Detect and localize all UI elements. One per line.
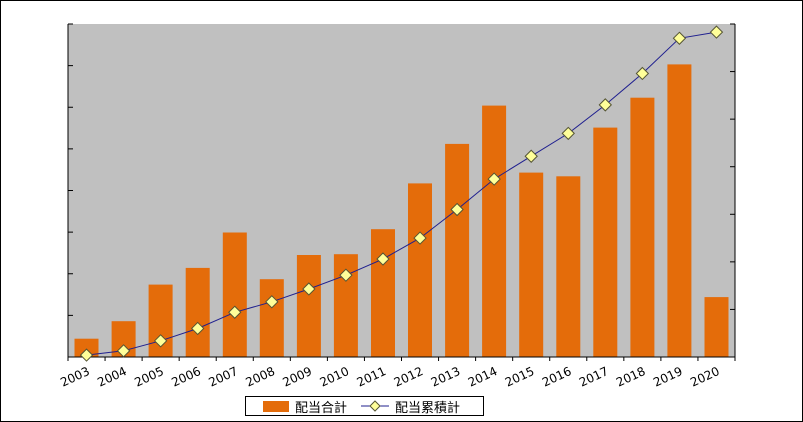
- marker-2009: [302, 282, 316, 296]
- bar-2020: [704, 297, 729, 357]
- x-tick-labels: 2003 2004 2005 2006 2007 2008 2009 2010 2011 2012…: [58, 364, 722, 390]
- marker-2007: [228, 305, 242, 319]
- legend-label-line: 配当累積計: [395, 400, 461, 416]
- bar-2018: [630, 97, 655, 357]
- x-tick-label-2013: 2013: [429, 364, 463, 390]
- x-tick-label-2011: 2011: [355, 364, 389, 390]
- bar-2019: [667, 64, 692, 358]
- marker-2018: [635, 66, 650, 81]
- bar-2009: [296, 255, 321, 357]
- x-tick-label-2005: 2005: [132, 364, 166, 390]
- bar-2006: [185, 267, 210, 357]
- marker-2017: [598, 98, 613, 112]
- x-tick-label-2004: 2004: [95, 364, 129, 390]
- x-tick-label-2008: 2008: [243, 364, 277, 390]
- marker-2006: [190, 321, 205, 336]
- x-tick-label-2016: 2016: [540, 364, 574, 390]
- cumulative-line: [86, 31, 717, 356]
- x-tick-label-2006: 2006: [169, 364, 203, 390]
- bar-series: [74, 64, 729, 358]
- x-tick-label-2009: 2009: [281, 364, 315, 390]
- bar-2016: [556, 176, 581, 357]
- x-tick-label-2010: 2010: [318, 364, 352, 390]
- x-tick-label-2018: 2018: [614, 364, 648, 390]
- line-series: [79, 25, 724, 362]
- marker-2011: [376, 252, 390, 266]
- bar-2013: [445, 143, 470, 357]
- x-tick-label-2007: 2007: [206, 364, 240, 390]
- bar-2011: [371, 229, 395, 357]
- marker-2008: [265, 295, 279, 309]
- x-tick-label-2012: 2012: [392, 364, 426, 390]
- legend-label-bar: 配当合計: [295, 400, 348, 416]
- marker-2004: [116, 344, 131, 358]
- bar-2008: [259, 279, 284, 357]
- x-tick-label-2015: 2015: [503, 364, 537, 390]
- x-tick-label-2020: 2020: [688, 364, 722, 390]
- marker-2005: [153, 334, 168, 348]
- legend: 配当合計 配当累積計: [245, 396, 484, 416]
- marker-2016: [561, 126, 575, 141]
- bar-2015: [519, 172, 544, 357]
- legend-item-bar: 配当合計: [263, 397, 347, 416]
- plot-area: [68, 24, 735, 357]
- bar-2007: [222, 232, 247, 357]
- x-tick-label-2003: 2003: [58, 364, 92, 390]
- marker-2010: [339, 268, 353, 282]
- marker-2013: [450, 202, 464, 217]
- marker-2019: [672, 31, 687, 45]
- axes: [67, 23, 736, 361]
- marker-2014: [487, 172, 501, 186]
- bar-2012: [408, 183, 432, 357]
- marker-2020: [709, 25, 724, 39]
- x-tick-label-2014: 2014: [466, 364, 500, 390]
- bar-2003: [74, 338, 99, 357]
- legend-item-line: 配当累積計: [347, 397, 460, 416]
- bar-2017: [593, 127, 618, 357]
- marker-2015: [524, 149, 538, 163]
- x-tick-label-2017: 2017: [577, 364, 611, 390]
- legend-bar-swatch: [263, 400, 289, 412]
- legend-line-swatch: [361, 400, 390, 412]
- marker-2012: [413, 231, 427, 245]
- bar-2014: [482, 105, 507, 357]
- x-tick-label-2019: 2019: [651, 364, 685, 390]
- marker-2003: [79, 348, 94, 362]
